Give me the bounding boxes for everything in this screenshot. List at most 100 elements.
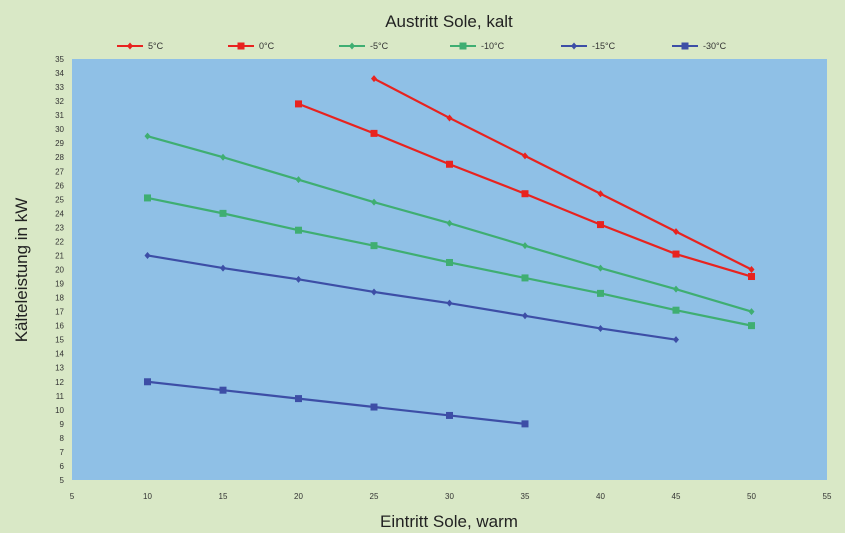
y-tick-label: 26 [55, 181, 64, 190]
x-tick-label: 20 [294, 492, 303, 501]
y-tick-label: 15 [55, 336, 64, 345]
data-point [748, 308, 755, 316]
legend: 5°C 0°C -5°C -10°C -15°C -30°C [117, 41, 727, 51]
y-tick-label: 25 [55, 195, 64, 204]
series-1 [295, 100, 755, 281]
y-tick-label: 28 [55, 153, 64, 162]
data-point [446, 411, 453, 419]
legend-label: -15°C [592, 41, 616, 51]
y-tick-label: 21 [55, 251, 64, 260]
chart-title: Austritt Sole, kalt [385, 12, 513, 31]
data-point [370, 129, 378, 137]
legend-item: -5°C [339, 41, 389, 51]
legend-item: 0°C [228, 41, 275, 51]
series-5 [144, 378, 529, 428]
data-point [295, 395, 302, 403]
y-tick-label: 17 [55, 308, 64, 317]
data-point [673, 336, 679, 344]
data-point [673, 285, 679, 293]
data-point [144, 251, 151, 259]
y-tick-label: 23 [55, 223, 64, 232]
data-point [446, 219, 453, 227]
legend-label: 5°C [148, 41, 164, 51]
data-point [144, 132, 151, 140]
data-point [446, 160, 453, 168]
series-group [144, 75, 755, 428]
y-tick-label: 30 [55, 125, 64, 134]
y-tick-label: 11 [56, 392, 65, 401]
y-tick-label: 31 [55, 111, 64, 120]
data-point [144, 194, 151, 202]
x-tick-label: 40 [596, 492, 605, 501]
data-point [748, 322, 755, 330]
legend-label: -30°C [703, 41, 727, 51]
y-tick-label: 7 [60, 448, 65, 457]
y-tick-label: 12 [55, 378, 64, 387]
data-point [597, 221, 604, 229]
plot-area [72, 59, 827, 480]
y-tick-label: 35 [55, 55, 64, 64]
y-axis-label: Kälteleistung in kW [12, 198, 31, 343]
data-point [219, 386, 227, 394]
y-tick-label: 18 [55, 294, 64, 303]
data-point [597, 289, 604, 297]
x-tick-label: 35 [521, 492, 530, 501]
data-point [446, 299, 453, 307]
y-tick-label: 14 [55, 350, 64, 359]
data-point [597, 324, 604, 332]
data-point [295, 275, 302, 283]
data-point [748, 273, 755, 281]
data-point [370, 242, 378, 250]
data-point [522, 152, 528, 160]
y-tick-label: 13 [55, 364, 64, 373]
y-axis-ticks: 5 6 7 8 9 10 11 12 13 14 15 16 17 18 19 20 21 22 23 24 25 26 2… [55, 55, 64, 485]
legend-label: -10°C [481, 41, 505, 51]
legend-marker [571, 42, 577, 50]
y-tick-label: 20 [55, 266, 64, 275]
legend-marker [237, 42, 245, 50]
data-point [220, 153, 226, 161]
data-point [521, 274, 529, 282]
series-line [147, 254, 677, 341]
y-tick-label: 10 [55, 406, 64, 415]
series-line [373, 77, 752, 271]
data-point [446, 258, 453, 266]
legend-item: -15°C [561, 41, 616, 51]
legend-label: -5°C [370, 41, 389, 51]
legend-marker [459, 42, 467, 50]
x-tick-label: 25 [370, 492, 379, 501]
data-point [597, 264, 604, 272]
data-point [144, 378, 151, 386]
y-tick-label: 9 [60, 420, 65, 429]
data-point [597, 190, 604, 198]
y-tick-label: 5 [60, 476, 65, 485]
data-point [371, 75, 377, 83]
series-2 [144, 132, 755, 316]
y-tick-label: 16 [55, 322, 64, 331]
data-point [220, 264, 226, 272]
series-0 [371, 75, 755, 273]
data-point [522, 242, 528, 250]
y-tick-label: 34 [55, 69, 64, 78]
y-tick-label: 29 [55, 139, 64, 148]
x-axis-ticks: 5 10 15 20 25 30 35 40 45 50 55 [70, 492, 832, 501]
y-tick-label: 33 [55, 83, 64, 92]
data-point [522, 312, 528, 320]
y-tick-label: 32 [55, 97, 64, 106]
legend-marker [681, 42, 689, 50]
legend-marker [127, 42, 133, 50]
y-tick-label: 8 [60, 434, 65, 443]
y-tick-label: 27 [55, 167, 64, 176]
data-point [219, 209, 227, 217]
data-point [295, 176, 302, 184]
series-4 [144, 251, 679, 344]
series-line [147, 380, 526, 425]
series-3 [144, 194, 755, 330]
legend-item: -30°C [672, 41, 727, 51]
legend-item: -10°C [450, 41, 505, 51]
data-point [672, 306, 680, 314]
x-tick-label: 10 [143, 492, 152, 501]
data-point [748, 266, 755, 273]
x-tick-label: 5 [70, 492, 75, 501]
